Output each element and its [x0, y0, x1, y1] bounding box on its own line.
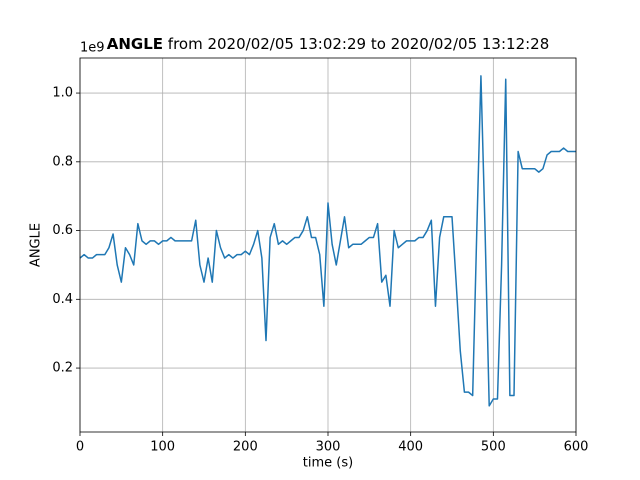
x-tick-label: 200	[233, 440, 258, 455]
plot-frame	[79, 57, 577, 433]
x-axis-label: time (s)	[303, 456, 353, 471]
y-tick-label: 1.0	[52, 86, 73, 101]
y-tick-label: 0.2	[52, 361, 73, 376]
y-tick-label: 0.4	[52, 292, 73, 307]
x-tick-label: 300	[316, 440, 341, 455]
title-bold: ANGLE	[107, 35, 163, 53]
chart-title: ANGLE from 2020/02/05 13:02:29 to 2020/0…	[107, 35, 550, 53]
x-tick-label: 500	[481, 440, 506, 455]
x-tick-label: 100	[150, 440, 175, 455]
data-line	[79, 75, 576, 407]
x-tick-label: 0	[76, 440, 84, 455]
x-tick-label: 400	[398, 440, 423, 455]
y-tick-label: 0.8	[52, 154, 73, 169]
y-offset-label: 1e9	[80, 41, 105, 56]
title-text: from 2020/02/05 13:02:29 to 2020/02/05 1…	[168, 35, 549, 53]
x-tick-label: 600	[564, 440, 589, 455]
y-axis-label: ANGLE	[29, 223, 44, 267]
y-tick-label: 0.6	[52, 223, 73, 238]
